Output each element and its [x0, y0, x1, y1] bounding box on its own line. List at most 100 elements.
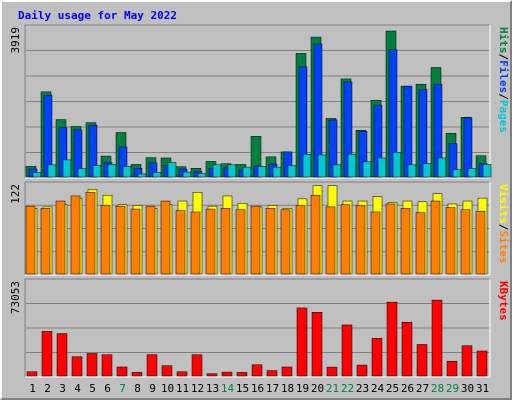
bar-pages	[122, 166, 132, 178]
x-tick-label: 19	[296, 382, 309, 395]
bar-sites	[130, 208, 141, 275]
x-tick-label: 16	[251, 382, 264, 395]
bar-pages	[287, 165, 297, 178]
x-tick-label: 6	[104, 382, 111, 395]
bar-kbytes	[71, 356, 83, 377]
bar-pages	[47, 164, 57, 178]
bar-kbytes	[386, 301, 398, 377]
bar-sites	[190, 211, 201, 275]
bar-sites	[205, 208, 216, 275]
bar-sites	[85, 192, 96, 275]
x-tick-label: 18	[281, 382, 294, 395]
visits-sites-legend-item: /	[497, 224, 510, 231]
bar-kbytes	[401, 321, 413, 377]
bar-kbytes	[326, 366, 338, 377]
hits-files-pages-ymax-label: 3919	[9, 27, 22, 54]
bar-kbytes	[356, 364, 368, 377]
bar-sites	[475, 211, 486, 275]
bar-pages	[107, 164, 117, 178]
bar-kbytes	[221, 371, 233, 377]
hits-files-pages-legend-item: Pages	[497, 100, 510, 133]
bar-kbytes	[176, 371, 188, 377]
bar-pages	[332, 164, 342, 178]
x-tick-label: 15	[236, 382, 249, 395]
bar-sites	[70, 195, 81, 275]
bar-sites	[460, 209, 471, 275]
x-tick-label: 7	[119, 382, 126, 395]
bar-sites	[115, 205, 126, 275]
bar-pages	[467, 168, 477, 178]
x-tick-label: 10	[161, 382, 174, 395]
bar-sites	[265, 208, 276, 275]
x-tick-label: 26	[401, 382, 414, 395]
x-tick-label: 4	[74, 382, 81, 395]
x-tick-label: 1	[29, 382, 36, 395]
x-tick-label: 20	[311, 382, 324, 395]
bar-sites	[100, 205, 111, 275]
bar-pages	[197, 173, 207, 178]
bar-pages	[182, 171, 192, 178]
bar-kbytes	[281, 366, 293, 377]
x-tick-label: 29	[446, 382, 459, 395]
bar-sites	[325, 206, 336, 275]
bar-kbytes	[206, 373, 218, 377]
bar-pages	[452, 169, 462, 178]
bar-sites	[385, 203, 396, 275]
x-tick-label: 13	[206, 382, 219, 395]
visits-sites-legend: Visits/Sites	[497, 184, 510, 264]
x-tick-label: 31	[476, 382, 489, 395]
x-tick-label: 21	[326, 382, 339, 395]
visits-sites-legend-item: Visits	[497, 184, 510, 224]
bar-kbytes	[101, 354, 113, 377]
bar-files	[403, 85, 413, 178]
x-tick-label: 2	[44, 382, 51, 395]
bar-files	[463, 117, 473, 178]
bar-sites	[40, 208, 51, 275]
bar-pages	[137, 173, 147, 178]
bar-sites	[430, 200, 441, 275]
bar-kbytes	[296, 307, 308, 377]
bar-kbytes	[41, 331, 53, 377]
bar-sites	[280, 209, 291, 275]
bar-pages	[92, 165, 102, 178]
bar-pages	[257, 166, 267, 178]
x-tick-label: 9	[149, 382, 156, 395]
bar-pages	[422, 163, 432, 178]
bar-sites	[295, 205, 306, 275]
bar-pages	[242, 166, 252, 178]
bar-sites	[175, 210, 186, 275]
x-tick-label: 5	[89, 382, 96, 395]
hits-files-pages-legend-item: Files	[497, 60, 510, 93]
x-tick-label: 14	[221, 382, 235, 395]
bar-kbytes	[56, 333, 68, 377]
x-tick-label: 28	[431, 382, 444, 395]
bar-kbytes	[86, 353, 98, 377]
x-tick-label: 30	[461, 382, 474, 395]
kbytes-ymax-label: 73053	[9, 281, 22, 314]
bar-pages	[302, 153, 312, 178]
bar-kbytes	[236, 372, 248, 377]
bar-pages	[212, 164, 222, 178]
bar-kbytes	[476, 350, 488, 377]
bar-pages	[62, 159, 72, 178]
x-tick-label: 11	[176, 382, 189, 395]
x-tick-label: 3	[59, 382, 66, 395]
bar-sites	[145, 205, 156, 275]
bar-pages	[272, 166, 282, 178]
bar-sites	[310, 194, 321, 275]
bar-pages	[407, 164, 417, 178]
bar-sites	[370, 211, 381, 275]
bar-pages	[347, 153, 357, 178]
bar-pages	[317, 154, 327, 178]
bar-pages	[32, 172, 42, 178]
x-tick-label: 27	[416, 382, 429, 395]
bar-sites	[340, 204, 351, 275]
bar-sites	[220, 208, 231, 275]
bar-sites	[250, 205, 261, 275]
bar-kbytes	[446, 360, 458, 377]
bar-pages	[77, 168, 87, 178]
hits-files-pages-legend-item: Hits	[497, 27, 510, 54]
kbytes-legend: KBytes	[497, 281, 510, 321]
bar-kbytes	[161, 365, 173, 377]
